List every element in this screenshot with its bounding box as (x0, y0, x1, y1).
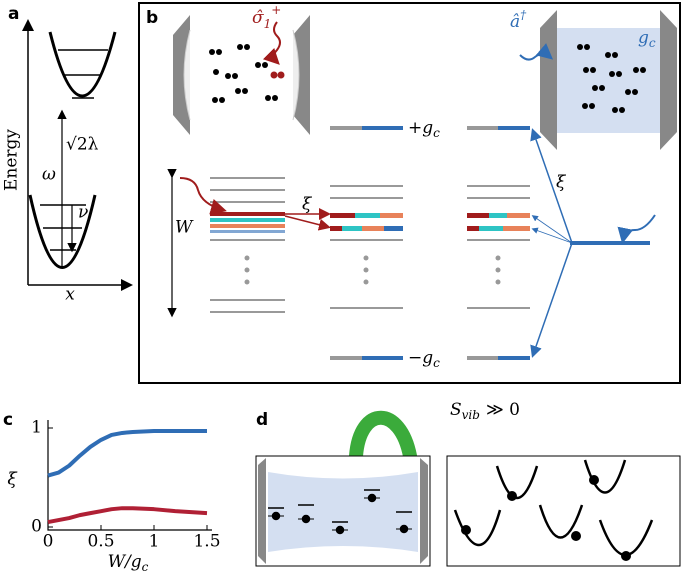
panel-c: c ξ W/gc 0 0.5 1 1.501 (3, 410, 221, 574)
x-tick-label: 0.5 (87, 532, 114, 552)
panel-label: c (3, 410, 13, 430)
sqrt-lambda: √2λ (66, 135, 99, 155)
entropy-symbol: S (450, 400, 462, 420)
x-tick-label: 0 (43, 532, 54, 552)
photon (519, 43, 554, 61)
minus-gc-sub: c (433, 356, 440, 370)
gc-symbol: g (638, 28, 649, 48)
adag-sup: † (520, 8, 527, 22)
photon (262, 21, 281, 65)
nu: ν (78, 203, 88, 223)
x-tick-label: 1 (149, 532, 160, 552)
panel-a: a Energy x ω √2λ ν (2, 4, 133, 305)
x-label: x (65, 285, 75, 305)
couplings (530, 128, 573, 358)
mirror (540, 10, 677, 150)
x-label-main: W/g (108, 552, 142, 572)
x-tick-label: 1.5 (193, 532, 220, 552)
frame (138, 2, 681, 384)
series-line (47, 506, 208, 525)
y-tick-label: 0 (31, 517, 42, 537)
sigma-sup: + (271, 3, 281, 17)
levels (58, 49, 108, 99)
ellipsis (244, 255, 501, 285)
adag: â† (510, 8, 527, 32)
plus-gc-sub: c (433, 126, 440, 140)
bright-bars (330, 213, 530, 231)
sigma-sub: 1 (264, 17, 272, 31)
entropy-rel: ≫ 0 (486, 400, 520, 420)
x-label: W/gc (108, 552, 149, 572)
minus-gc-main: −g (408, 348, 433, 368)
sigma: σ̂1+ (252, 3, 281, 31)
mirror (173, 15, 310, 135)
balls (461, 475, 631, 561)
W: W (175, 218, 194, 238)
gc-sub: c (649, 36, 656, 50)
molecules (577, 44, 646, 113)
panel-label: a (8, 4, 19, 24)
xi: ξ (302, 195, 313, 215)
photon (179, 177, 227, 215)
panel-label: b (146, 8, 158, 28)
plus-gc-main: +g (408, 118, 433, 138)
plus-gc: +gc (408, 118, 440, 140)
y-label: ξ (7, 470, 18, 490)
panel-label: d (256, 410, 268, 430)
potential (48, 31, 117, 98)
xi: ξ (556, 173, 567, 193)
box (446, 455, 681, 567)
molecules (268, 489, 412, 535)
panel-d: d Svib ≫ 0 (255, 400, 681, 567)
panel-b: b σ̂1+ â† gc (138, 2, 681, 384)
gc: gc (638, 28, 656, 50)
y-tick-label: 1 (31, 418, 42, 438)
mirror-face (183, 29, 300, 121)
minus-gc: −gc (408, 348, 440, 370)
y-label: Energy (2, 129, 22, 191)
link (349, 410, 417, 463)
sigma-symbol: σ̂ (252, 8, 264, 28)
dark-levels (210, 177, 530, 313)
molecules (209, 44, 278, 103)
entropy-sub: vib (462, 408, 480, 422)
adag-symbol: â (510, 12, 520, 32)
omega: ω (42, 165, 56, 185)
series-line (47, 428, 207, 478)
cavity (555, 28, 660, 133)
x-label-sub: c (142, 560, 149, 572)
entropy: Svib ≫ 0 (450, 400, 520, 422)
